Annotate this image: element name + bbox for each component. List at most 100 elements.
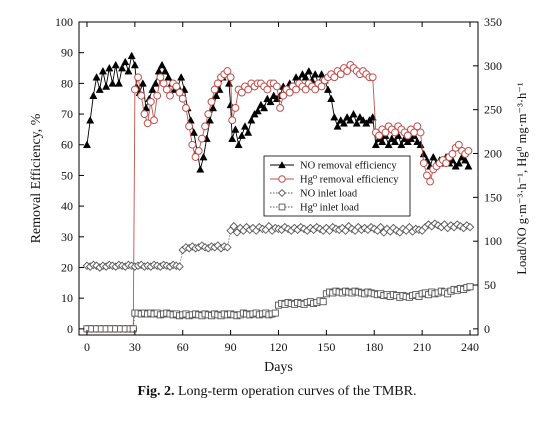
series-1-point-78 [343,67,352,76]
series-1-point-17 [150,116,158,125]
series-0-point-11 [118,63,127,72]
series-0-point-83 [343,113,352,121]
series-0-point-30 [177,73,186,81]
series-1-point-22 [166,91,174,100]
series-0-point-91 [368,113,377,121]
series-0-point-87 [355,113,364,121]
y-right-axis-title: Load/NO g·m⁻³·h⁻¹, Hg⁰ mg·m⁻³·h⁻¹ [515,82,529,274]
series-0-point-24 [157,60,167,69]
series-3-point-10 [129,325,137,333]
series-0-point-86 [352,119,361,127]
series-1-point-74 [330,73,339,82]
series-0-point-105 [413,137,422,145]
x-tick-label-3: 90 [225,340,237,354]
series-1-point-90 [381,128,390,137]
series-0-point-75 [317,70,326,78]
series-0-point-47 [228,134,237,142]
series-0-point-2 [89,91,98,99]
series-1-point-45 [237,88,246,97]
series-0-point-8 [108,79,117,87]
series-1-point-24 [172,82,181,91]
x-tick-label-0: 0 [84,340,90,354]
legend-marker-0 [278,161,286,169]
x-tick-label-4: 120 [270,340,288,354]
legend-label-0: NO removal efficiency [300,161,397,172]
series-0-point-50 [237,131,246,139]
series-0-point-97 [387,134,396,142]
series-1-point-103 [423,171,431,180]
series-1-point-97 [403,131,412,140]
series-layer [82,51,475,333]
legend-marker-3 [278,203,286,211]
series-0-point-79 [330,113,339,121]
series-1-point-25 [175,88,184,97]
series-1-point-57 [276,104,285,112]
y-right-tick-label-7: 350 [484,15,502,29]
series-0-point-51 [240,122,250,130]
series-1-point-19 [156,73,165,82]
y-left-tick-label-9: 90 [61,46,73,60]
series-1-point-62 [292,85,300,94]
y-right-tick-label-2: 100 [484,234,502,248]
series-1-point-56 [272,82,281,91]
series-0-point-107 [419,149,428,158]
series-0-point-40 [209,103,218,112]
series-1-point-21 [162,85,171,94]
series-0-point-25 [161,66,170,75]
series-1-point-29 [188,140,197,149]
y-left-tick-label-1: 10 [61,291,73,305]
y-right-tick-label-6: 300 [484,59,502,73]
y-right-tick-label-3: 150 [484,190,502,204]
series-2-point-120 [465,222,475,232]
series-0-point-59 [266,97,275,106]
series-0-point-36 [196,165,205,173]
series-1-point-16 [146,97,155,106]
y-left-tick-label-6: 60 [61,138,73,152]
x-tick-label-5: 150 [317,340,335,354]
series-0-point-41 [212,91,221,99]
x-tick-label-2: 60 [177,340,189,354]
series-1-point-116 [464,146,473,155]
series-1-point-40 [223,67,232,76]
series-1-point-14 [140,110,149,118]
series-1-point-65 [301,85,310,94]
series-0-point-26 [164,73,173,81]
series-1-point-109 [442,159,450,168]
series-0-point-57 [260,103,269,112]
series-0-point-94 [378,137,387,145]
series-0-point-53 [247,116,256,124]
series-0-point-92 [371,140,380,149]
series-1-point-111 [448,150,457,158]
series-0-point-77 [323,85,332,93]
series-1-point-11 [130,85,139,94]
y-left-tick-label-10: 100 [55,15,73,29]
series-1-point-12 [134,73,142,82]
series-1-point-43 [231,104,240,112]
legend-box [263,155,411,217]
series-0-point-118 [454,159,463,167]
y-left-tick-label-5: 50 [61,168,73,182]
series-1-point-35 [207,97,216,106]
series-1-point-70 [317,82,326,91]
series-1-point-31 [194,146,203,155]
series-1-point-34 [204,110,213,118]
series-1-point-60 [285,88,294,97]
series-2-point-46 [229,222,239,231]
y-left-axis-title: Removal Efficiency, % [29,113,44,243]
series-2-point-29 [175,262,184,271]
series-2-point-44 [223,243,232,252]
legend-label-3: Hg⁰ inlet load [300,203,360,214]
series-0-point-49 [234,140,243,149]
series-0-point-21 [148,85,157,93]
series-0-point-58 [263,94,272,103]
series-0-point-9 [111,60,120,69]
series-0-point-84 [346,116,355,124]
series-0-point-82 [339,119,348,127]
series-1-point-26 [178,94,187,103]
series-1-point-33 [201,122,210,131]
series-1-point-32 [197,134,206,143]
y-right-tick-label-1: 50 [484,278,496,292]
series-1-point-36 [210,85,219,94]
